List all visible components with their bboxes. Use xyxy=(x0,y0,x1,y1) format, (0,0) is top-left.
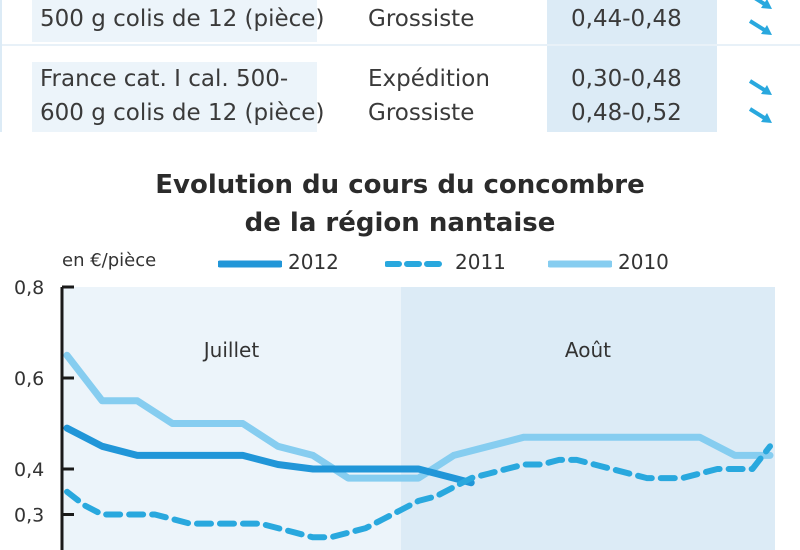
stage-label: Grossiste xyxy=(368,6,475,32)
trend-down-icon xyxy=(754,0,772,9)
y-axis-unit-label: en €/pièce xyxy=(62,250,157,271)
trend-down-icon xyxy=(748,107,772,123)
chart-title-line-2: de la région nantaise xyxy=(244,208,556,238)
legend-label-2011: 2011 xyxy=(455,250,506,274)
product-name: 600 g colis de 12 (pièce) xyxy=(40,100,325,126)
trend-down-icon xyxy=(748,19,772,35)
stage-label: Expédition xyxy=(368,66,490,92)
product-name: 500 g colis de 12 (pièce) xyxy=(40,6,325,32)
chart-title-line-1: Evolution du cours du concombre xyxy=(155,170,645,200)
legend-label-2010: 2010 xyxy=(618,250,669,274)
series-line-2010 xyxy=(63,351,774,482)
legend-label-2012: 2012 xyxy=(288,250,339,274)
stage-label: Grossiste xyxy=(368,100,475,126)
y-tick-label: 0,6 xyxy=(14,368,44,390)
y-tick-label: 0,4 xyxy=(14,459,44,481)
row-divider xyxy=(2,44,800,46)
legend-swatch-2010 xyxy=(548,260,612,268)
price-value: 0,44-0,48 xyxy=(571,6,682,32)
legend-swatch-2012 xyxy=(218,260,282,268)
month-band-aout xyxy=(400,287,775,550)
price-table: 500 g colis de 12 (pièce) Grossiste 0,44… xyxy=(0,0,800,132)
month-label: Août xyxy=(565,338,611,362)
price-value: 0,30-0,48 xyxy=(571,66,682,92)
product-cell-bg xyxy=(32,0,317,42)
y-tick-label: 0,3 xyxy=(14,505,44,527)
price-column-band xyxy=(547,0,717,132)
y-tick-label: 0,8 xyxy=(14,277,44,299)
month-label: Juillet xyxy=(202,338,260,362)
series-line-2012 xyxy=(63,424,475,487)
legend-swatch-2011 xyxy=(385,261,449,267)
series-line-2011 xyxy=(64,443,773,541)
product-cell-bg xyxy=(32,62,317,132)
trend-down-icon xyxy=(748,79,772,95)
month-band-juillet xyxy=(62,287,401,550)
price-value: 0,48-0,52 xyxy=(571,100,682,126)
product-name: France cat. I cal. 500- xyxy=(40,66,289,92)
